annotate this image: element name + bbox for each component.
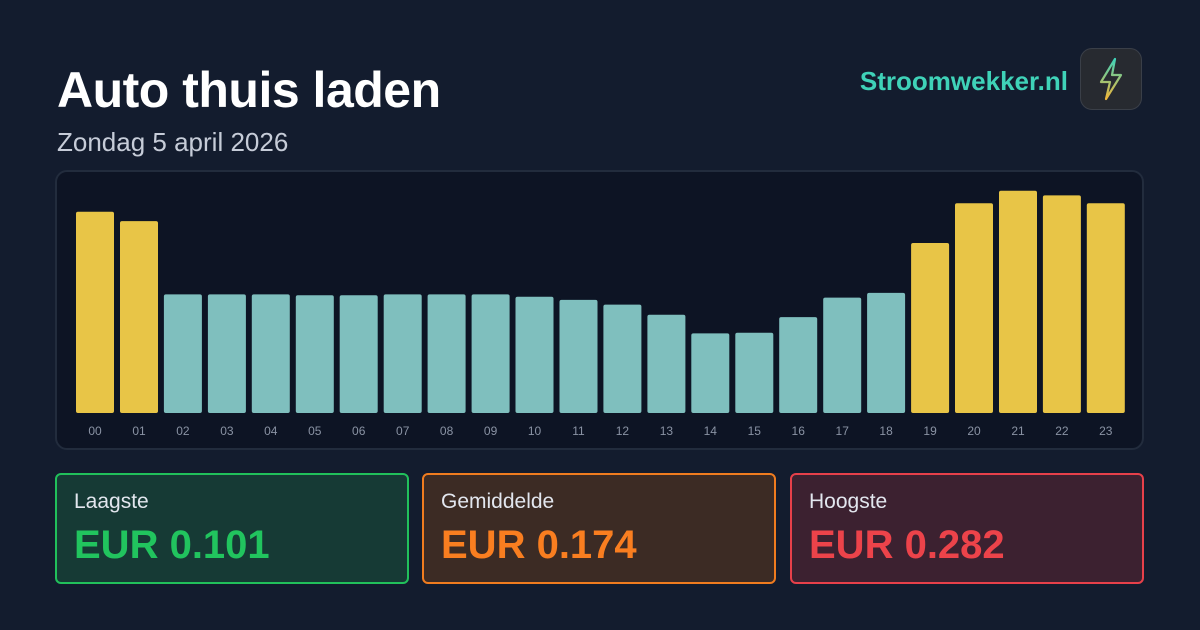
x-tick-label: 17 — [836, 424, 850, 438]
bar-hour-16 — [779, 317, 818, 413]
x-tick-label: 05 — [308, 424, 322, 438]
price-chart: 00 01 02 03 04 05 06 07 08 09 10 11 12 13 14 15 16 17 18 19… — [55, 170, 1144, 450]
bar-hour-22 — [1042, 195, 1081, 413]
page-title: Auto thuis laden — [57, 62, 441, 118]
x-tick-label: 00 — [88, 424, 102, 438]
bar-hour-23 — [1086, 203, 1125, 413]
x-tick-label: 06 — [352, 424, 366, 438]
x-tick-label: 23 — [1099, 424, 1113, 438]
bar-hour-08 — [427, 294, 466, 413]
highest-price-value: EUR 0.282 — [809, 523, 1005, 567]
x-tick-label: 12 — [616, 424, 630, 438]
brand-logo — [1080, 48, 1142, 110]
x-tick-label: 03 — [220, 424, 234, 438]
bar-chart-canvas: 00 01 02 03 04 05 06 07 08 09 10 11 12 13 14 15 16 17 18 19… — [76, 190, 1125, 438]
x-tick-label: 13 — [660, 424, 674, 438]
highest-price-card: Hoogste EUR 0.282 — [790, 473, 1144, 584]
x-tick-label: 08 — [440, 424, 454, 438]
x-tick-label: 14 — [704, 424, 718, 438]
highest-price-label: Hoogste — [809, 490, 888, 513]
bar-hour-03 — [207, 294, 246, 413]
date-subtitle: Zondag 5 april 2026 — [57, 127, 289, 157]
x-tick-label: 07 — [396, 424, 410, 438]
x-tick-label: 19 — [923, 424, 937, 438]
x-tick-label: 15 — [748, 424, 762, 438]
bar-hour-04 — [251, 294, 290, 413]
bar-hour-00 — [76, 211, 114, 413]
average-price-value: EUR 0.174 — [441, 523, 637, 567]
bar-hour-14 — [691, 333, 730, 413]
x-tick-label: 22 — [1055, 424, 1069, 438]
x-tick-label: 11 — [572, 424, 585, 438]
x-tick-label: 16 — [792, 424, 806, 438]
bar-hour-05 — [295, 295, 334, 413]
bar-hour-01 — [120, 221, 158, 413]
average-price-card: Gemiddelde EUR 0.174 — [422, 473, 776, 584]
x-tick-label: 04 — [264, 424, 278, 438]
x-tick-label: 09 — [484, 424, 498, 438]
bar-hour-09 — [471, 294, 510, 413]
bar-hour-13 — [647, 314, 686, 413]
bar-hour-19 — [911, 243, 950, 413]
lowest-price-card: Laagste EUR 0.101 — [55, 473, 409, 584]
bar-hour-06 — [339, 295, 378, 413]
bar-hour-20 — [955, 203, 993, 413]
lowest-price-value: EUR 0.101 — [74, 523, 270, 567]
bar-hour-11 — [559, 299, 598, 413]
x-tick-label: 18 — [879, 424, 893, 438]
bar-hour-17 — [823, 297, 862, 413]
bar-hour-12 — [603, 304, 642, 413]
bar-hour-10 — [515, 296, 554, 413]
bar-hour-15 — [735, 332, 774, 413]
average-price-label: Gemiddelde — [441, 490, 555, 513]
brand-name: Stroomwekker.nl — [859, 66, 1068, 96]
bar-hour-18 — [867, 292, 906, 413]
lightning-bolt-icon — [1099, 57, 1123, 101]
bar-hour-02 — [163, 294, 202, 413]
x-tick-label: 01 — [132, 424, 146, 438]
x-tick-label: 02 — [176, 424, 190, 438]
x-tick-label: 21 — [1011, 424, 1025, 438]
bar-hour-07 — [383, 294, 422, 413]
x-tick-label: 20 — [967, 424, 981, 438]
x-tick-label: 10 — [528, 424, 542, 438]
lowest-price-label: Laagste — [74, 490, 149, 513]
bar-hour-21 — [999, 190, 1037, 413]
